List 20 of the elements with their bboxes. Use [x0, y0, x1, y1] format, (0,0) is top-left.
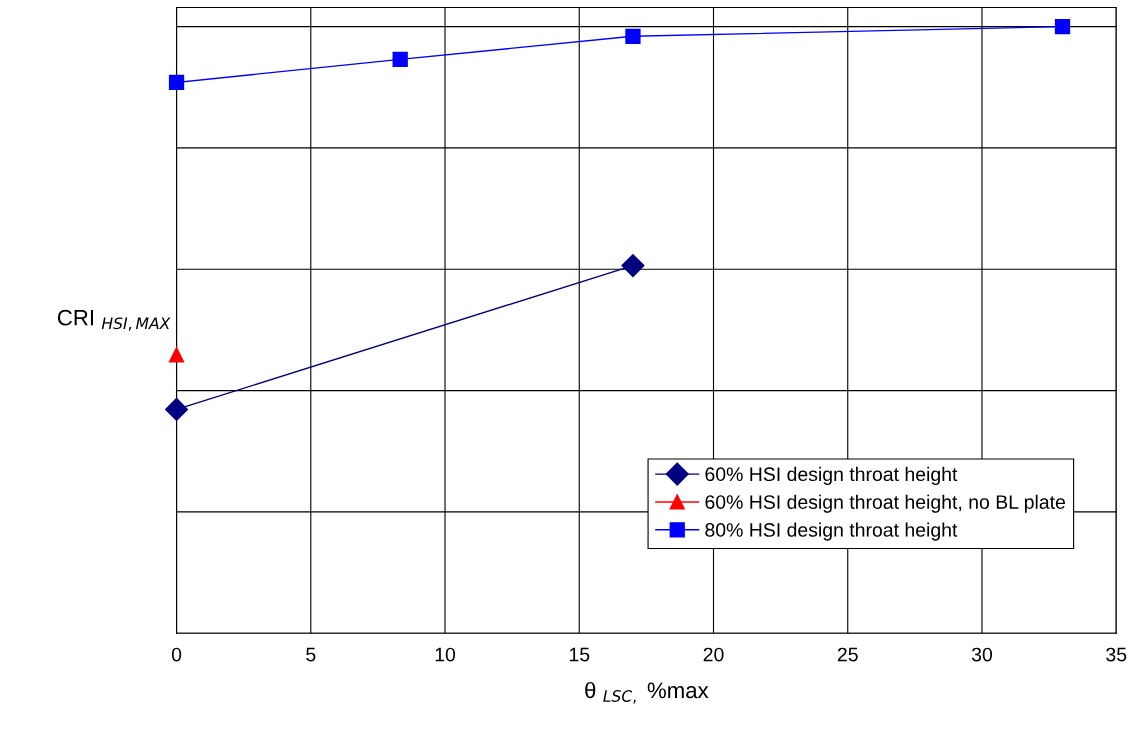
x-tick-label: 10: [435, 647, 456, 662]
x-axis-title: θ $_{LSC,}$ %max: [585, 681, 709, 704]
point: [392, 51, 408, 67]
point: [625, 28, 641, 44]
point: [621, 254, 645, 278]
x-tick-label: 30: [971, 647, 993, 662]
point: [168, 74, 185, 91]
x-tick-label: 0: [171, 647, 182, 662]
legend-label: 60% HSI design throat height, no BL plate: [705, 494, 1065, 513]
x-tick-label: 5: [306, 647, 316, 662]
x-tick-label: 15: [569, 647, 590, 662]
point: [165, 397, 189, 421]
y-axis-title: CRI $_{HSI,MAX}$: [57, 309, 171, 331]
legend-label: 80% HSI design throat height: [705, 522, 958, 541]
point: [1054, 18, 1071, 35]
x-tick-label: 25: [837, 647, 858, 662]
legend-label: 60% HSI design throat height: [705, 466, 958, 485]
point: [168, 347, 185, 363]
x-tick-label: 35: [1106, 647, 1127, 662]
x-tick-label: 20: [703, 647, 724, 662]
